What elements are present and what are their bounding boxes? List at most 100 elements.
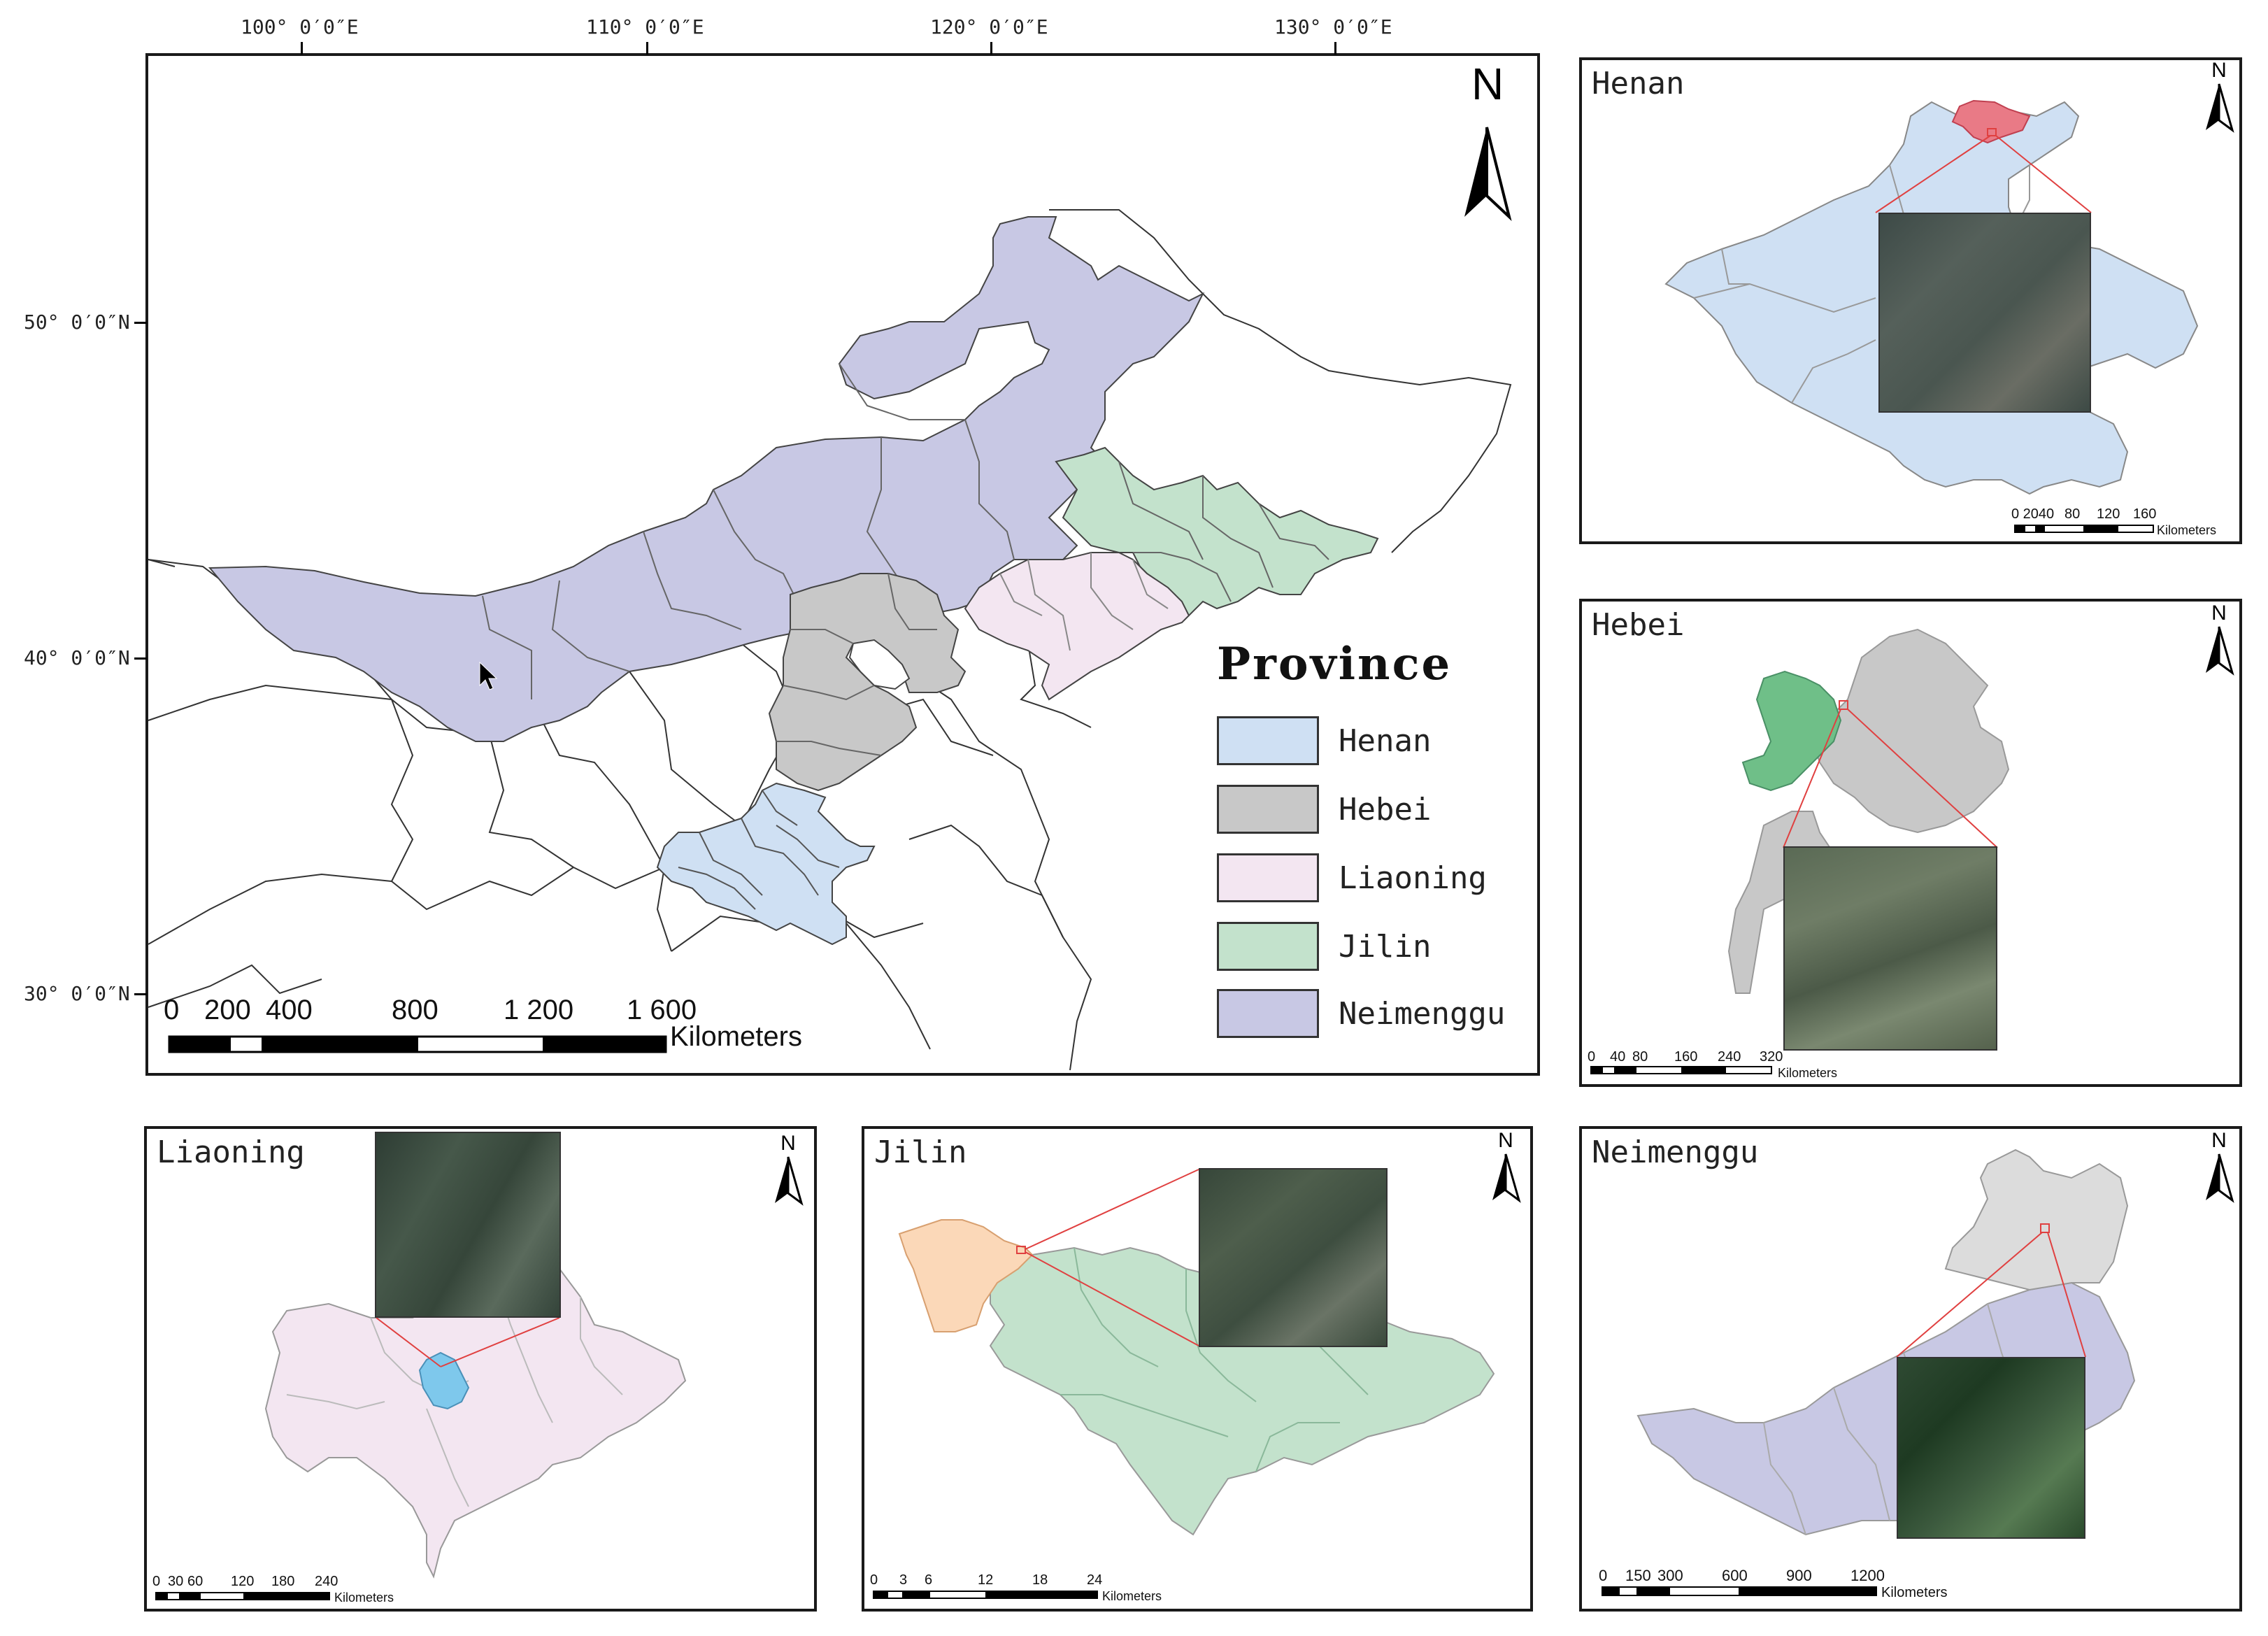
prefecture-boundary [1133,552,1232,602]
satellite-image-neimenggu [1897,1357,2085,1539]
scale-tick-label: 6 [925,1572,933,1588]
scale-tick-label: 0 [164,995,180,1025]
leader-line [440,1317,560,1367]
prefecture-boundary [762,790,798,826]
prefecture-boundary [286,1394,385,1410]
inset-title-henan: Henan [1592,66,1685,101]
scale-tick-label: 180 [271,1574,295,1589]
inset-title-neimenggu: Neimenggu [1592,1134,1759,1170]
scale-unit: Kilometers [1881,1585,1948,1600]
scale-unit: Kilometers [2157,523,2217,537]
inset-title-hebei: Hebei [1592,607,1685,643]
scale-tick-label: 1 600 [627,995,697,1025]
north-arrow-icon [2206,626,2234,676]
sample-location-marker [1987,128,1997,136]
province-neimenggu [208,216,1205,742]
prefecture-boundary [964,419,1015,560]
satellite-image-henan [1878,213,2091,413]
background-province-outline [531,699,672,952]
prefecture-boundary [1060,1394,1229,1437]
scale-tick-label: 200 [204,995,251,1025]
inset-title-jilin: Jilin [874,1134,967,1170]
scale-tick-label: 160 [1674,1049,1698,1065]
graticule-tick [646,42,648,55]
graticule-tick [301,42,303,55]
scale-tick-label: 60 [187,1574,204,1589]
satellite-image-jilin [1199,1168,1388,1347]
prefecture-boundary [790,629,854,644]
beijing-tianjin-cutout [848,639,911,690]
scale-tick-label: 24 [1087,1572,1103,1588]
liaoning-map-svg [264,1246,687,1579]
prefecture-boundary [1258,503,1329,560]
prefecture-boundary [776,825,840,868]
background-province-outline [908,824,1064,938]
inset-jilin: Jilin N 0 3 6 12 18 24 Kilometers [862,1126,1533,1612]
highlight-region [898,1219,1034,1332]
legend-swatch-hebei [1217,785,1319,834]
scale-tick-label: 80 [1632,1049,1648,1065]
scale-tick-label: 900 [1786,1567,1812,1584]
north-label: N [1471,59,1504,109]
scale-tick-label: 0 2040 [2011,506,2055,522]
scale-bar [2014,525,2154,533]
prefecture-boundary [1833,1387,1890,1521]
legend-label-liaoning: Liaoning [1339,860,1487,896]
scale-tick-label: 0 [152,1574,161,1589]
graticule-label-120e: 120° 0′0″E [930,15,1048,38]
prefecture-boundary [482,595,532,699]
leader-line [2047,1232,2086,1358]
leader-line [376,1317,441,1367]
main-scale-bar [168,1035,667,1053]
leader-line [1783,709,1841,848]
north-arrow-liaoning: N [771,1133,806,1210]
prefecture-boundary [1721,248,1750,285]
prefecture-boundary [1763,1422,1806,1535]
prefecture-boundary [580,1297,623,1395]
background-province-outline [148,684,392,721]
scale-bar [1602,1586,1877,1596]
graticule-label-30n: 30° 0′0″N [24,982,130,1005]
prefecture-boundary [776,741,882,756]
scale-bar [873,1591,1098,1599]
north-arrow-icon [2206,83,2234,133]
north-arrow-icon [2206,1153,2234,1203]
north-arrow-icon [1492,1153,1521,1203]
scale-tick-label: 150 [1625,1567,1651,1584]
prefecture-boundary [643,531,742,630]
scale-tick-label: 160 [2133,506,2157,522]
prefecture-boundary [1791,339,1876,404]
inset-henan: Henan N 0 2040 80 120 160 Kilometers [1579,57,2242,544]
prefecture-boundary [551,580,630,672]
sample-location-marker [1839,700,1848,710]
prefecture-boundary [1255,1422,1340,1472]
scale-tick-label: 80 [2064,506,2081,522]
sample-location-marker [2040,1223,2050,1233]
highlight-region [1741,670,1842,792]
prefecture-boundary [1090,553,1134,630]
scale-tick-label: 120 [231,1574,255,1589]
graticule-label-130e: 130° 0′0″E [1274,15,1392,38]
north-arrow-jilin: N [1488,1130,1523,1207]
graticule-label-110e: 110° 0′0″E [586,15,704,38]
north-arrow-hebei: N [2202,603,2237,680]
prefecture-boundary [783,685,875,701]
inset-neimenggu: Neimenggu N 0 150 300 600 900 1200 Kilom… [1579,1126,2242,1612]
prefecture-boundary [1132,559,1169,609]
scale-tick-label: 1 200 [504,995,574,1025]
legend-label-jilin: Jilin [1339,929,1432,965]
legend-label-hebei: Hebei [1339,792,1432,827]
scale-tick-label: 40 [1610,1049,1626,1065]
prefecture-boundary [1185,1269,1257,1402]
background-province-outline [148,964,322,1008]
leader-line [1847,709,1998,848]
north-arrow-icon [775,1156,804,1206]
prefecture-boundary [1118,461,1204,560]
prefecture-boundary [426,1408,469,1507]
scale-tick-label: 1200 [1850,1567,1885,1584]
scale-tick-label: 300 [1657,1567,1683,1584]
hebei-map-svg [1727,628,2010,994]
legend-swatch-liaoning [1217,853,1319,902]
inset-hebei: Hebei N 0 40 80 160 240 320 Kilometers [1579,599,2242,1087]
graticule-tick [134,993,147,995]
